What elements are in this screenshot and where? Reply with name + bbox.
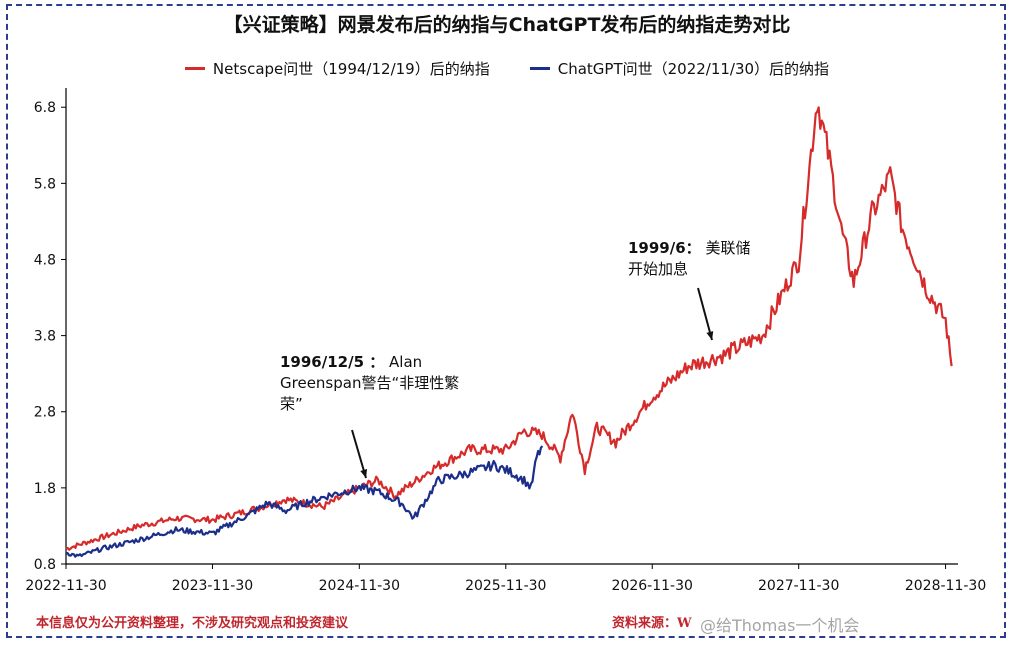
source-text: 资料来源：W bbox=[612, 616, 692, 631]
x-tick-label: 2024-11-30 bbox=[319, 578, 400, 594]
x-tick-label: 2026-11-30 bbox=[612, 578, 693, 594]
watermark-text: @给Thomas一个机会 bbox=[700, 616, 860, 635]
annotation-rate-hike-arrow-head bbox=[706, 331, 714, 340]
y-tick-label: 6.8 bbox=[34, 100, 56, 116]
annotation-greenspan-arrow-head bbox=[360, 469, 368, 478]
x-tick-label: 2027-11-30 bbox=[758, 578, 839, 594]
y-tick-label: 5.8 bbox=[34, 176, 56, 192]
series-line-chatgpt bbox=[65, 445, 544, 558]
annotation-rate-hike-date: 1999/6： bbox=[628, 239, 701, 257]
x-tick-label: 2023-11-30 bbox=[172, 578, 253, 594]
chart-frame bbox=[6, 4, 1006, 638]
legend: Netscape问世（1994/12/19）后的纳指 ChatGPT问世（202… bbox=[0, 58, 1014, 79]
chart-title: 【兴证策略】网景发布后的纳指与ChatGPT发布后的纳指走势对比 bbox=[223, 14, 791, 36]
annotation-greenspan-text: Alan Greenspan警告“非理性繁荣” bbox=[280, 353, 460, 413]
x-tick-label: 2025-11-30 bbox=[465, 578, 546, 594]
y-tick-label: 3.8 bbox=[34, 329, 56, 345]
annotation-greenspan-date: 1996/12/5 ： bbox=[280, 353, 385, 371]
legend-swatch-netscape bbox=[184, 67, 205, 70]
legend-label-netscape: Netscape问世（1994/12/19）后的纳指 bbox=[212, 60, 490, 78]
annotation-rate-hike-arrow-line bbox=[697, 287, 713, 341]
y-tick-label: 0.8 bbox=[34, 557, 56, 573]
y-tick-label: 4.8 bbox=[34, 252, 56, 268]
x-tick-label: 2028-11-30 bbox=[905, 578, 986, 594]
y-tick-label: 1.8 bbox=[34, 481, 56, 497]
legend-item-chatgpt: ChatGPT问世（2022/11/30）后的纳指 bbox=[529, 58, 830, 79]
disclaimer-text: 本信息仅为公开资料整理，不涉及研究观点和投资建议 bbox=[36, 616, 349, 631]
annotation-greenspan: 1996/12/5 ： Alan Greenspan警告“非理性繁荣” bbox=[280, 352, 470, 415]
legend-label-chatgpt: ChatGPT问世（2022/11/30）后的纳指 bbox=[557, 60, 830, 78]
legend-item-netscape: Netscape问世（1994/12/19）后的纳指 bbox=[184, 58, 490, 79]
annotation-rate-hike: 1999/6： 美联储开始加息 bbox=[628, 238, 758, 280]
series-line-netscape bbox=[65, 106, 953, 551]
legend-swatch-chatgpt bbox=[529, 67, 550, 70]
annotation-greenspan-arrow-line bbox=[351, 429, 367, 479]
x-tick-label: 2022-11-30 bbox=[25, 578, 106, 594]
annotation-rate-hike-text: 美联储开始加息 bbox=[628, 239, 751, 278]
y-tick-label: 2.8 bbox=[34, 405, 56, 421]
